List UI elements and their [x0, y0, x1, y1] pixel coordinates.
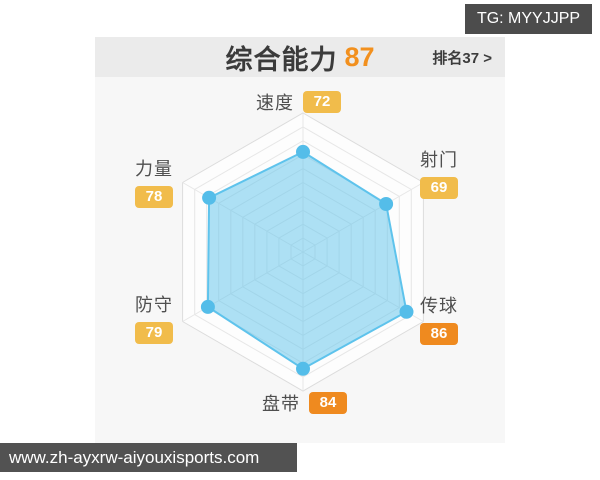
- axis-pass-value-badge: 86: [420, 323, 458, 345]
- watermark-telegram: TG: MYYJJPP: [465, 4, 592, 34]
- axis-dribble-value-badge: 84: [309, 392, 347, 414]
- radar-chart: [182, 112, 424, 392]
- watermark-website: www.zh-ayxrw-aiyouxisports.com: [0, 443, 297, 472]
- title-text: 综合能力: [225, 44, 338, 75]
- axis-defense: 防守 79: [135, 291, 173, 344]
- header-bar: 综合能力 87 排名37 >: [95, 37, 505, 77]
- radar-dot: [202, 190, 217, 205]
- axis-speed-label: 速度: [256, 93, 294, 113]
- axis-strength: 力量 78: [135, 155, 173, 208]
- axis-defense-label: 防守: [135, 295, 173, 315]
- axis-defense-value-badge: 79: [135, 322, 173, 344]
- axis-strength-value-badge: 78: [135, 186, 173, 208]
- axis-shoot: 射门 69: [420, 146, 458, 199]
- axis-pass: 传球 86: [420, 292, 458, 345]
- axis-speed-value-badge: 72: [303, 91, 341, 113]
- radar-dot: [296, 361, 310, 376]
- axis-shoot-label: 射门: [420, 150, 458, 170]
- axis-pass-label: 传球: [420, 296, 458, 316]
- radar-dot: [399, 304, 414, 319]
- title-score: 87: [344, 41, 375, 72]
- page-title: 综合能力 87: [95, 37, 505, 77]
- chart-panel: [95, 77, 505, 443]
- axis-strength-label: 力量: [135, 159, 173, 179]
- radar-dot: [379, 197, 394, 211]
- axis-dribble: 盘带 84: [262, 390, 347, 416]
- axis-shoot-value-badge: 69: [420, 177, 458, 199]
- radar-dot: [296, 144, 310, 159]
- rank-link[interactable]: 排名37 >: [432, 49, 492, 67]
- axis-speed: 速度 72: [256, 89, 341, 115]
- axis-dribble-label: 盘带: [262, 394, 300, 414]
- radar-dot: [200, 299, 215, 314]
